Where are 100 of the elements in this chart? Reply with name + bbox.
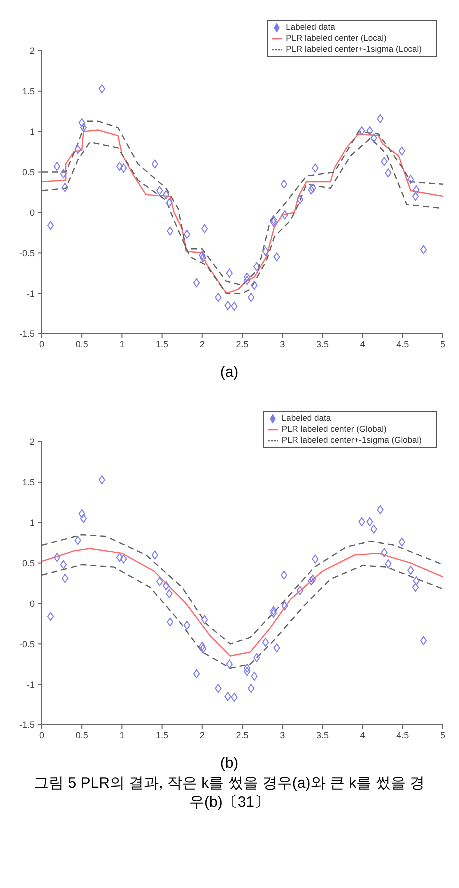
x-tick-label: 3 [280,730,286,740]
point [74,536,82,546]
point [202,224,208,234]
x-tick-label: 2.5 [236,730,249,740]
point [413,186,420,195]
point [398,538,406,547]
x-tick-label: 2 [200,730,205,740]
point [370,524,378,534]
point [270,215,278,224]
point [280,570,288,580]
point [358,126,366,136]
point [98,476,106,485]
point [215,684,222,694]
point [274,252,280,262]
point [116,162,124,172]
point [200,644,206,654]
y-tick-label: -0.5 [19,639,35,650]
point [199,251,206,260]
y-tick-label: -1.5 [19,720,35,730]
x-tick-label: 4 [360,730,366,740]
y-tick-label: -1 [26,288,35,299]
point [312,164,319,173]
point [167,226,174,236]
x-tick-label: 4 [360,339,366,350]
point [270,606,278,616]
point [184,230,190,240]
legend-label: Labeled data [286,22,336,32]
point [308,186,315,195]
point [244,276,251,286]
point [199,642,206,652]
point [282,210,288,220]
point [166,590,173,599]
point [60,560,67,570]
point [226,660,233,669]
x-tick-label: 4.5 [396,339,410,350]
x-tick-label: 5 [440,730,446,740]
y-tick-label: 1.5 [22,478,35,488]
point [193,670,200,679]
point [296,195,304,204]
point [48,221,54,230]
point [310,184,316,193]
point [78,509,86,518]
point [251,672,258,681]
point [156,577,164,586]
x-tick-label: 0.5 [76,339,88,350]
x-tick-label: 0 [39,339,45,350]
point [385,168,392,178]
x-tick-label: 3.5 [316,730,329,740]
y-tick-label: 0 [30,208,35,218]
point [420,245,428,254]
point [48,612,54,622]
point [78,118,86,128]
point [251,280,258,290]
point [312,554,319,564]
point [358,518,366,527]
point [231,693,238,702]
point [167,618,174,627]
point [366,518,374,527]
point [254,262,260,272]
point [120,164,128,173]
point [248,684,255,694]
point [262,247,270,256]
point [310,574,316,584]
y-tick-label: 0.5 [22,167,35,178]
point [412,192,420,202]
point [224,692,232,702]
point [202,615,208,624]
point [270,218,278,227]
point [156,186,164,196]
x-tick-label: 1 [120,339,125,350]
point [163,581,170,590]
x-tick-label: 0.5 [76,730,88,740]
point [308,576,315,586]
x-tick-label: 3.5 [316,339,329,350]
point [377,505,384,514]
point [98,84,106,94]
x-tick-label: 1 [120,730,125,740]
text: (a) [219,364,240,381]
point [184,621,190,630]
point [215,293,222,302]
point [381,548,388,558]
y-tick-label: 1 [30,127,35,138]
point [270,608,278,618]
point [224,301,232,310]
point [193,278,200,288]
line-series [42,548,443,657]
point [152,160,158,169]
point [80,123,88,132]
point [74,145,82,154]
point [120,554,128,564]
point [274,644,280,653]
x-tick-label: 4.5 [396,730,410,740]
point [80,514,88,524]
y-tick-label: -0.5 [19,248,35,258]
point [244,664,251,673]
y-tick-label: -1 [26,680,35,690]
point [226,268,233,278]
point [420,636,428,646]
point [296,586,304,596]
y-tick-label: 1 [30,518,35,528]
